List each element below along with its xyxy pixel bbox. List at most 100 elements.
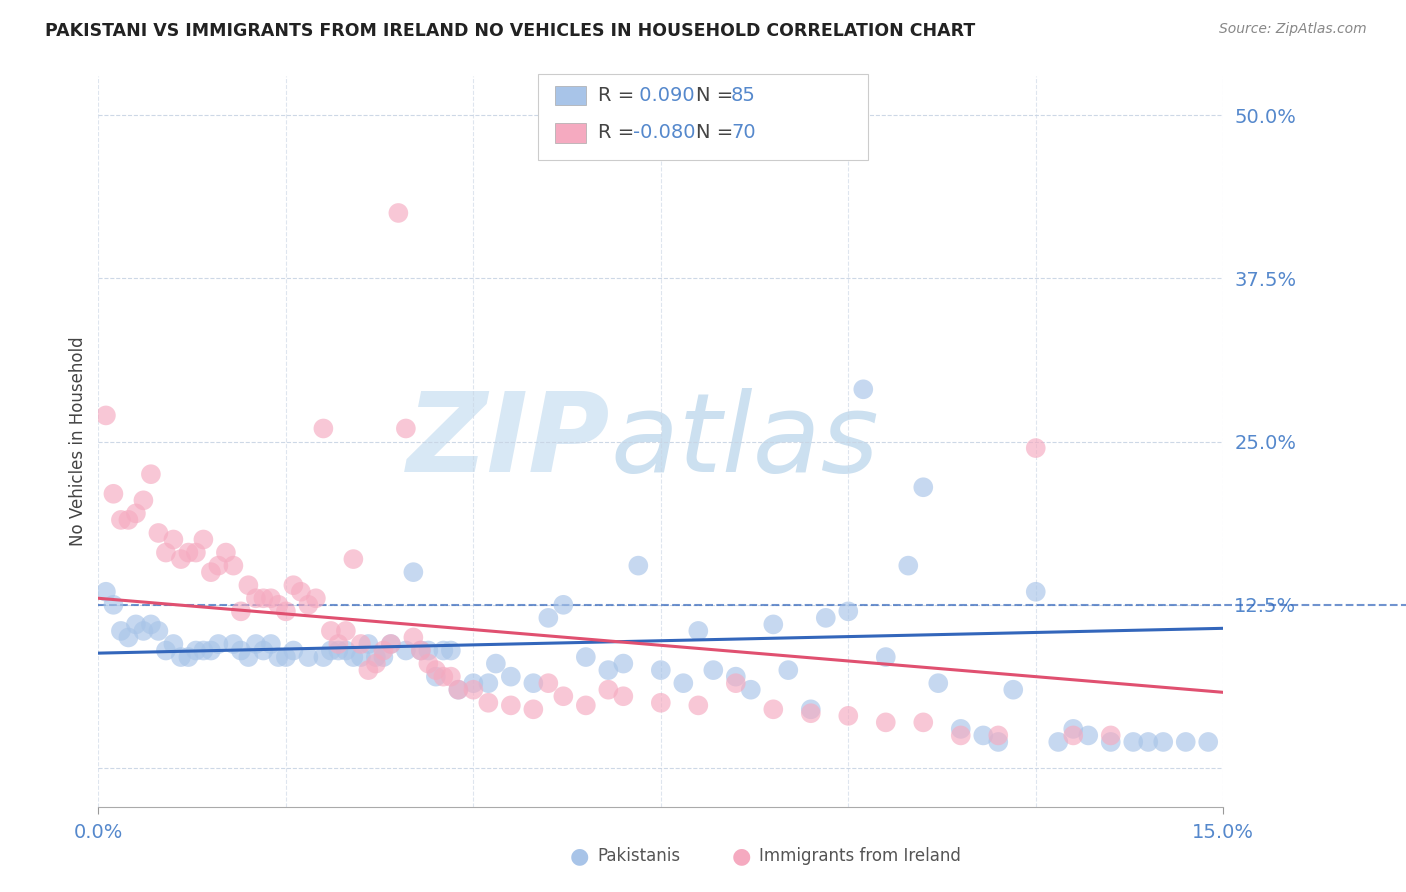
Point bbox=[312, 650, 335, 665]
Point bbox=[260, 591, 283, 606]
Point bbox=[283, 643, 305, 657]
Point bbox=[238, 578, 260, 592]
Point bbox=[1099, 728, 1122, 742]
Point bbox=[350, 650, 373, 665]
Point bbox=[380, 637, 402, 651]
Point bbox=[553, 598, 575, 612]
Point bbox=[373, 643, 395, 657]
Text: N =: N = bbox=[696, 86, 740, 105]
Text: 85: 85 bbox=[731, 86, 756, 105]
Point bbox=[897, 558, 920, 573]
Point bbox=[1077, 728, 1099, 742]
Point bbox=[537, 611, 560, 625]
Point bbox=[252, 591, 274, 606]
Point bbox=[724, 676, 747, 690]
Point bbox=[297, 598, 319, 612]
Point bbox=[312, 421, 335, 435]
Text: R =: R = bbox=[598, 123, 640, 143]
Point bbox=[103, 487, 125, 501]
Point bbox=[238, 650, 260, 665]
Point bbox=[672, 676, 695, 690]
Point bbox=[148, 624, 170, 638]
Point bbox=[1197, 735, 1219, 749]
Point bbox=[357, 637, 380, 651]
Point bbox=[688, 624, 710, 638]
Point bbox=[335, 624, 357, 638]
Point bbox=[949, 722, 972, 736]
Point bbox=[252, 643, 274, 657]
Point bbox=[222, 637, 245, 651]
Point bbox=[117, 631, 139, 645]
Text: ●: ● bbox=[731, 847, 751, 866]
Point bbox=[837, 708, 859, 723]
Point bbox=[342, 552, 364, 566]
Point bbox=[440, 670, 463, 684]
Point bbox=[1025, 441, 1047, 455]
Text: ●: ● bbox=[569, 847, 589, 866]
Point bbox=[762, 617, 785, 632]
Point bbox=[987, 728, 1010, 742]
Point bbox=[207, 637, 229, 651]
Text: N =: N = bbox=[696, 123, 740, 143]
Point bbox=[912, 715, 935, 730]
Point bbox=[440, 643, 463, 657]
Point bbox=[1099, 735, 1122, 749]
Point bbox=[267, 598, 290, 612]
Point bbox=[297, 650, 319, 665]
Point bbox=[229, 643, 252, 657]
Point bbox=[207, 558, 229, 573]
Text: atlas: atlas bbox=[610, 388, 879, 495]
Point bbox=[342, 650, 364, 665]
Point bbox=[875, 715, 897, 730]
Point bbox=[139, 617, 162, 632]
Point bbox=[477, 676, 499, 690]
Point bbox=[1122, 735, 1144, 749]
Point bbox=[499, 670, 522, 684]
Point bbox=[283, 578, 305, 592]
Point bbox=[395, 421, 418, 435]
Text: Pakistanis: Pakistanis bbox=[598, 847, 681, 865]
Point bbox=[477, 696, 499, 710]
Text: Source: ZipAtlas.com: Source: ZipAtlas.com bbox=[1219, 22, 1367, 37]
Point bbox=[837, 604, 859, 618]
Point bbox=[485, 657, 508, 671]
Point bbox=[949, 728, 972, 742]
Point bbox=[274, 650, 297, 665]
Point bbox=[380, 637, 402, 651]
Point bbox=[1002, 682, 1025, 697]
Point bbox=[162, 533, 184, 547]
Point bbox=[139, 467, 162, 482]
Point bbox=[222, 558, 245, 573]
Point bbox=[110, 624, 132, 638]
Point bbox=[927, 676, 949, 690]
Point bbox=[387, 206, 409, 220]
Point bbox=[319, 643, 342, 657]
Point bbox=[103, 598, 125, 612]
Point bbox=[409, 643, 432, 657]
Text: ZIP: ZIP bbox=[406, 388, 610, 495]
Point bbox=[762, 702, 785, 716]
Point bbox=[117, 513, 139, 527]
Point bbox=[170, 552, 193, 566]
Point bbox=[335, 643, 357, 657]
Point bbox=[612, 690, 634, 704]
Point bbox=[125, 617, 148, 632]
Point bbox=[463, 682, 485, 697]
Point bbox=[402, 565, 425, 579]
Point bbox=[447, 682, 470, 697]
Point bbox=[463, 676, 485, 690]
Point bbox=[290, 584, 312, 599]
Point bbox=[305, 591, 328, 606]
Point bbox=[425, 670, 447, 684]
Point bbox=[650, 696, 672, 710]
Point bbox=[875, 650, 897, 665]
Text: 0.090: 0.090 bbox=[633, 86, 695, 105]
Point bbox=[177, 650, 200, 665]
Point bbox=[612, 657, 634, 671]
Point bbox=[627, 558, 650, 573]
Point bbox=[402, 631, 425, 645]
Text: 70: 70 bbox=[731, 123, 756, 143]
Point bbox=[702, 663, 724, 677]
Point bbox=[1137, 735, 1160, 749]
Point bbox=[170, 650, 193, 665]
